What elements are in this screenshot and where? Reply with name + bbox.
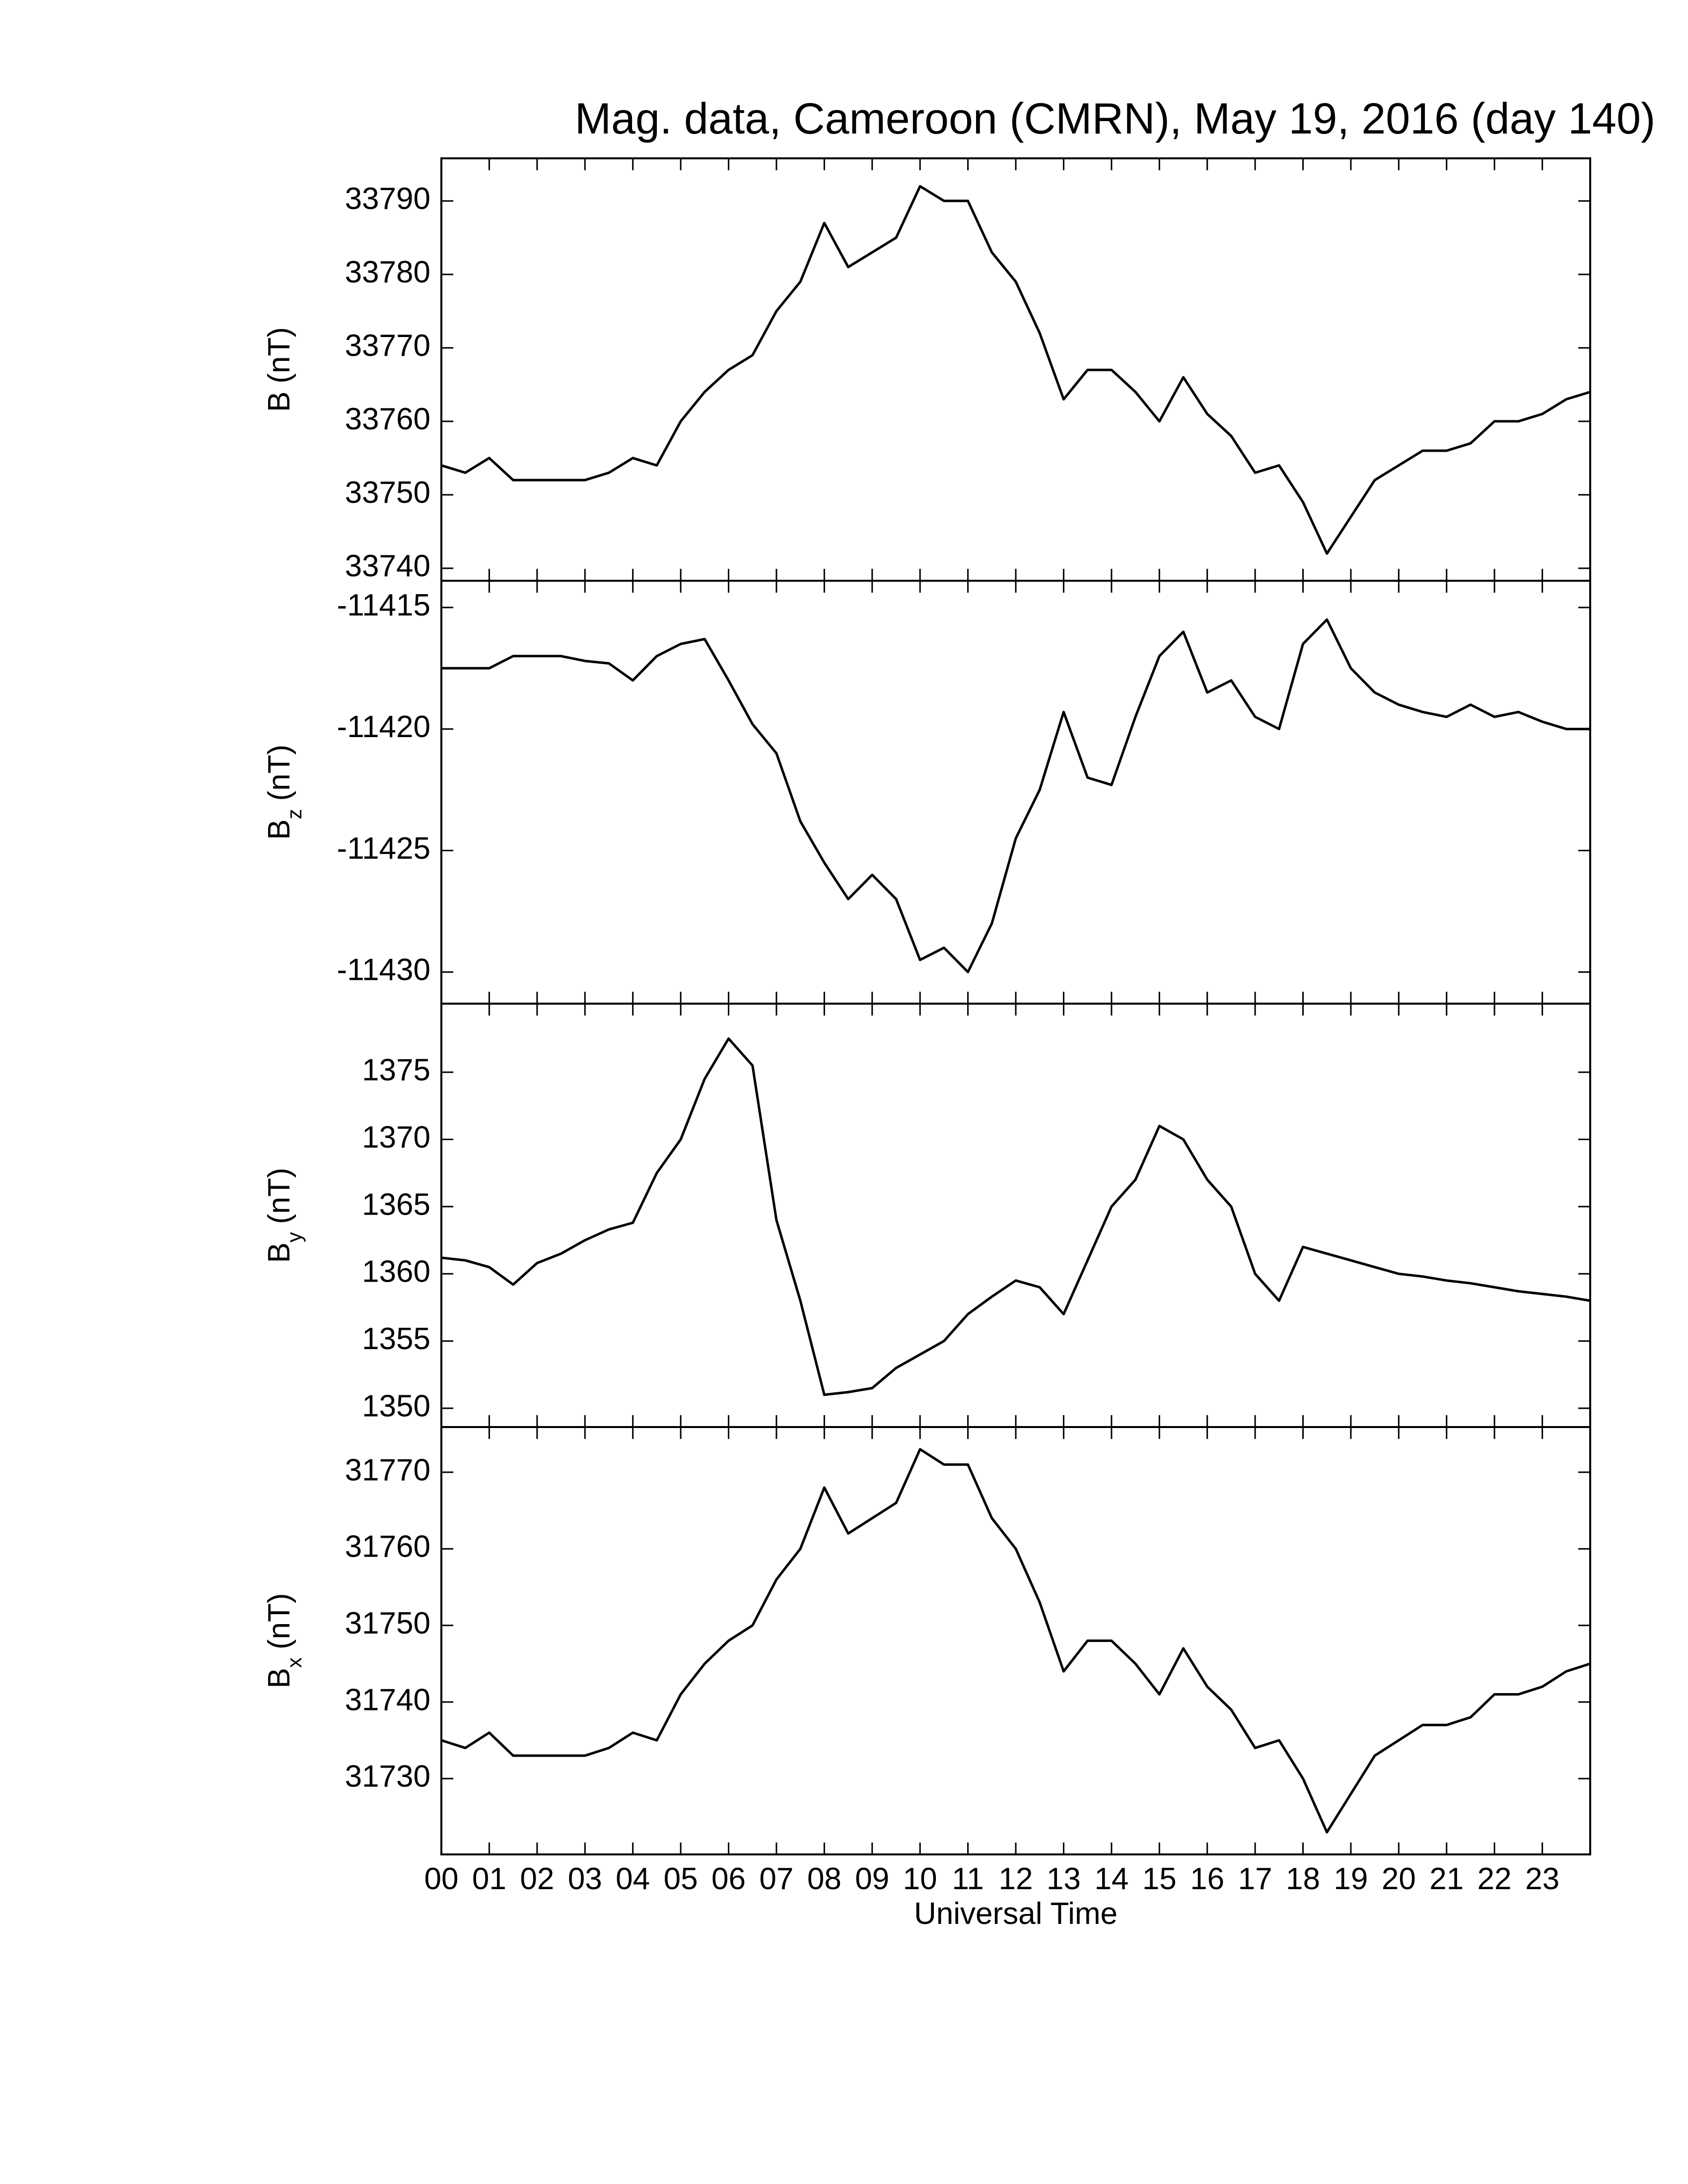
x-tick-label: 23: [1525, 1862, 1559, 1896]
x-tick-label: 03: [568, 1862, 602, 1896]
data-line: [441, 618, 1590, 973]
x-tick-label: 06: [711, 1862, 746, 1896]
chart-title: Mag. data, Cameroon (CMRN), May 19, 2016…: [575, 94, 1656, 143]
y-axis-label-main: B: [262, 1668, 296, 1688]
y-axis-label: B (nT): [262, 327, 296, 412]
y-axis-label: By (nT): [262, 1167, 306, 1263]
y-tick-label: -11415: [337, 588, 430, 622]
x-tick-label: 16: [1190, 1862, 1224, 1896]
x-tick-label: 21: [1429, 1862, 1464, 1896]
y-tick-label: 1355: [362, 1322, 430, 1356]
x-tick-label: 13: [1047, 1862, 1081, 1896]
y-axis-label-sub: y: [282, 1232, 306, 1242]
y-tick-label: 1370: [362, 1120, 430, 1155]
x-tick-label: 12: [999, 1862, 1033, 1896]
x-tick-label: 00: [424, 1862, 459, 1896]
y-tick-label: 1375: [362, 1053, 430, 1087]
x-tick-label: 11: [952, 1862, 984, 1896]
y-axis-label-main: B: [262, 819, 296, 840]
x-tick-label: 20: [1382, 1862, 1416, 1896]
y-tick-label: 31740: [345, 1683, 430, 1717]
x-axis-label: Universal Time: [914, 1897, 1118, 1931]
y-tick-label: 1360: [362, 1255, 430, 1289]
y-axis-label-main: B: [262, 392, 296, 412]
y-tick-label: 33770: [345, 329, 430, 363]
y-tick-label: -11430: [337, 953, 430, 987]
x-tick-label: 01: [472, 1862, 506, 1896]
plot-frame: [440, 580, 1591, 1005]
y-tick-label: -11425: [337, 831, 430, 866]
y-axis-label-sub: z: [282, 809, 306, 819]
y-axis-label-unit: (nT): [262, 1593, 296, 1649]
y-axis-label-sub: x: [282, 1657, 306, 1668]
plot-frame: [440, 1426, 1591, 1855]
y-tick-label: 33760: [345, 402, 430, 436]
x-tick-label: 10: [903, 1862, 937, 1896]
y-tick-label: 1365: [362, 1187, 430, 1222]
x-tick-label: 08: [807, 1862, 842, 1896]
x-tick-label: 14: [1094, 1862, 1128, 1896]
x-tick-label: 15: [1142, 1862, 1177, 1896]
x-tick-label: 09: [855, 1862, 889, 1896]
y-axis-label: Bx (nT): [262, 1593, 306, 1688]
x-tick-label: 17: [1238, 1862, 1272, 1896]
y-tick-label: 31730: [345, 1760, 430, 1794]
y-tick-label: 1350: [362, 1389, 430, 1423]
y-tick-label: 33750: [345, 476, 430, 510]
y-tick-label: 33780: [345, 255, 430, 289]
x-tick-label: 04: [616, 1862, 650, 1896]
x-tick-label: 22: [1477, 1862, 1512, 1896]
y-axis-label-main: B: [262, 1242, 296, 1263]
y-axis-label-unit: (nT): [262, 327, 296, 384]
plot-frame: [440, 157, 1591, 582]
data-line: [441, 1448, 1591, 1834]
y-tick-label: 33790: [345, 182, 430, 216]
plot-frame: [440, 1003, 1591, 1428]
y-axis-label: Bz (nT): [262, 745, 306, 840]
y-axis-label-unit: (nT): [262, 745, 296, 801]
y-tick-label: -11420: [337, 710, 430, 744]
data-line: [441, 185, 1591, 555]
y-tick-label: 33740: [345, 549, 430, 583]
x-tick-label: 07: [759, 1862, 793, 1896]
x-tick-label: 05: [664, 1862, 698, 1896]
x-tick-label: 02: [520, 1862, 554, 1896]
x-tick-label: 18: [1286, 1862, 1320, 1896]
y-axis-label-unit: (nT): [262, 1167, 296, 1224]
y-tick-label: 31750: [345, 1606, 430, 1640]
y-tick-label: 31770: [345, 1453, 430, 1487]
x-tick-label: 19: [1334, 1862, 1368, 1896]
y-tick-label: 31760: [345, 1530, 430, 1564]
data-line: [441, 1037, 1591, 1396]
